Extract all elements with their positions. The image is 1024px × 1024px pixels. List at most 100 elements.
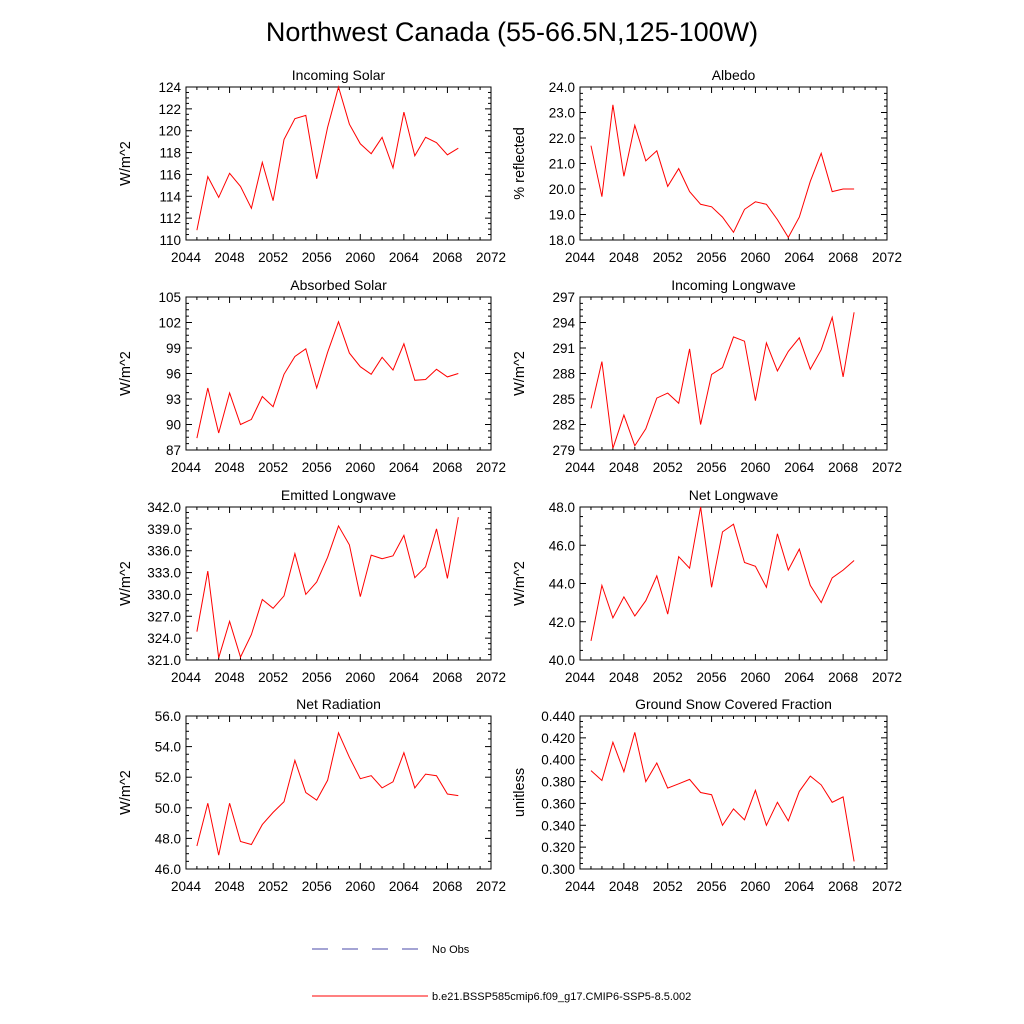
x-tick-label: 2044 — [565, 460, 596, 475]
panel-0: Incoming Solar W/m^2 2044 2048 2052 2056 2060 2… — [118, 67, 506, 265]
legend: No Obs b.e21.BSSP585cmip6.f09_g17.CMIP6-… — [312, 944, 691, 1003]
x-tick-label: 2052 — [258, 879, 288, 894]
y-tick-label: 0.440 — [541, 709, 575, 724]
y-tick-label: 44.0 — [549, 577, 575, 592]
y-tick-label: 279 — [552, 443, 575, 458]
series-line — [196, 320, 459, 439]
x-tick-label: 2072 — [872, 460, 902, 475]
x-tick-label: 2068 — [828, 460, 858, 475]
y-tick-label: 120 — [158, 124, 181, 139]
y-tick-label: 22.0 — [549, 131, 575, 146]
y-tick-label: 282 — [552, 418, 575, 433]
x-tick-label: 2064 — [389, 250, 420, 265]
plot-frame — [185, 296, 492, 451]
y-tick-label: 52.0 — [155, 770, 181, 785]
y-axis-label: W/m^2 — [512, 561, 528, 606]
legend-label-no-obs: No Obs — [432, 944, 470, 956]
y-tick-label: 124 — [158, 80, 181, 95]
x-tick-label: 2068 — [432, 460, 462, 475]
series-line — [196, 731, 459, 856]
y-tick-label: 46.0 — [549, 538, 575, 553]
y-tick-label: 122 — [158, 102, 181, 117]
x-tick-label: 2044 — [565, 250, 596, 265]
y-tick-label: 114 — [159, 189, 181, 204]
y-tick-label: 336.0 — [147, 544, 181, 559]
x-tick-label: 2072 — [476, 460, 506, 475]
x-tick-label: 2044 — [171, 250, 202, 265]
y-tick-label: 102 — [158, 316, 181, 331]
y-tick-label: 90 — [166, 418, 181, 433]
y-tick-label: 339.0 — [147, 522, 181, 537]
y-tick-label: 0.380 — [541, 775, 575, 790]
x-tick-label: 2060 — [740, 670, 770, 685]
x-tick-label: 2048 — [609, 879, 639, 894]
y-tick-label: 0.400 — [541, 753, 575, 768]
y-tick-label: 0.360 — [541, 796, 575, 811]
y-tick-label: 333.0 — [147, 566, 181, 581]
panel-title: Emitted Longwave — [281, 487, 396, 503]
y-tick-label: 0.320 — [541, 840, 575, 855]
x-tick-label: 2052 — [653, 670, 683, 685]
x-tick-label: 2068 — [828, 250, 858, 265]
y-tick-label: 20.0 — [549, 182, 575, 197]
y-axis-label: W/m^2 — [118, 770, 134, 815]
y-tick-label: 0.340 — [541, 818, 575, 833]
y-axis-label: unitless — [512, 768, 528, 817]
x-tick-label: 2060 — [740, 250, 770, 265]
x-tick-label: 2048 — [609, 670, 639, 685]
y-tick-label: 116 — [159, 167, 181, 182]
panel-title: Ground Snow Covered Fraction — [635, 696, 832, 712]
x-tick-label: 2072 — [476, 670, 506, 685]
x-tick-label: 2072 — [872, 250, 902, 265]
y-tick-label: 110 — [159, 233, 181, 248]
y-axis-label: % reflected — [512, 127, 528, 200]
panel-title: Net Radiation — [296, 696, 381, 712]
y-tick-label: 46.0 — [155, 862, 181, 877]
y-tick-label: 42.0 — [549, 615, 575, 630]
legend-label-model: b.e21.BSSP585cmip6.f09_g17.CMIP6-SSP5-8.… — [432, 991, 691, 1003]
y-tick-label: 285 — [552, 392, 575, 407]
x-tick-label: 2064 — [784, 670, 815, 685]
y-tick-label: 96 — [166, 367, 181, 382]
plot-frame — [185, 715, 492, 870]
x-tick-label: 2052 — [258, 250, 288, 265]
x-tick-label: 2068 — [828, 670, 858, 685]
y-tick-label: 105 — [158, 290, 181, 305]
plot-frame — [579, 715, 888, 870]
x-tick-label: 2060 — [345, 670, 375, 685]
series-line — [196, 85, 459, 231]
x-tick-label: 2052 — [258, 460, 288, 475]
panel-1: Albedo % reflected 2044 2048 2052 2056 2060 206… — [512, 67, 902, 265]
x-tick-label: 2064 — [784, 460, 815, 475]
y-tick-label: 0.420 — [541, 731, 575, 746]
series-line — [590, 506, 855, 641]
x-tick-label: 2044 — [171, 879, 202, 894]
series-line — [590, 732, 855, 862]
panel-2: Absorbed Solar W/m^2 2044 2048 2052 2056 2060 2… — [118, 277, 506, 475]
y-tick-label: 19.0 — [549, 208, 575, 223]
y-tick-label: 24.0 — [549, 80, 575, 95]
y-axis-label: W/m^2 — [118, 141, 134, 186]
x-tick-label: 2060 — [740, 460, 770, 475]
x-tick-label: 2048 — [609, 250, 639, 265]
y-tick-label: 21.0 — [549, 157, 575, 172]
x-tick-label: 2056 — [302, 250, 332, 265]
y-tick-label: 294 — [552, 316, 575, 331]
figure-title: Northwest Canada (55-66.5N,125-100W) — [266, 17, 758, 47]
y-tick-label: 321.0 — [147, 653, 181, 668]
x-tick-label: 2064 — [389, 460, 420, 475]
y-tick-label: 288 — [552, 367, 575, 382]
x-tick-label: 2072 — [476, 250, 506, 265]
y-tick-label: 54.0 — [155, 740, 181, 755]
x-tick-label: 2072 — [476, 879, 506, 894]
x-tick-label: 2048 — [215, 879, 245, 894]
panel-title: Albedo — [712, 67, 756, 83]
y-tick-label: 50.0 — [155, 801, 181, 816]
x-tick-label: 2068 — [432, 879, 462, 894]
x-tick-label: 2052 — [258, 670, 288, 685]
panel-6: Net Radiation W/m^2 2044 2048 2052 2056 2060 20… — [118, 696, 506, 894]
x-tick-label: 2060 — [740, 879, 770, 894]
plot-frame — [185, 506, 492, 661]
y-axis-label: W/m^2 — [118, 351, 134, 396]
